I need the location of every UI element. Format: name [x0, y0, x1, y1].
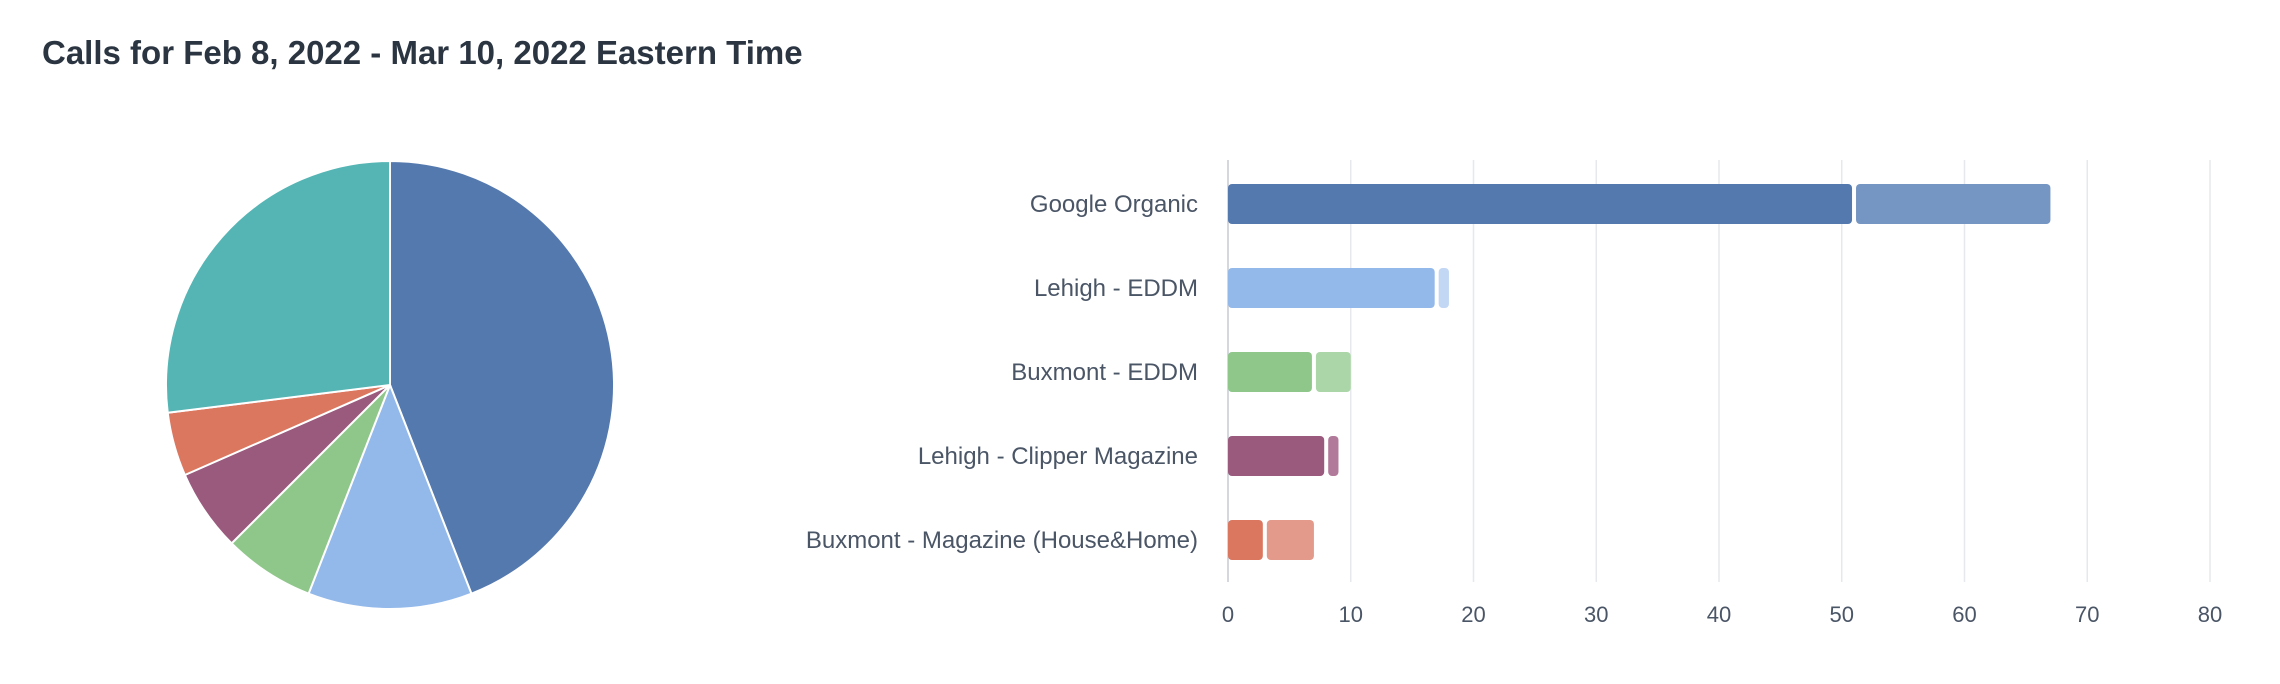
bar-segment[interactable]: [1266, 520, 1314, 560]
category-label: Buxmont - EDDM: [1011, 359, 1198, 386]
category-label: Lehigh - EDDM: [1034, 275, 1198, 302]
page-title: Calls for Feb 8, 2022 - Mar 10, 2022 Eas…: [42, 34, 803, 71]
bar-segment[interactable]: [1438, 268, 1449, 308]
x-tick-label: 10: [1339, 602, 1363, 627]
x-tick-label: 0: [1222, 602, 1234, 627]
bar-segment[interactable]: [1228, 520, 1263, 560]
category-label: Google Organic: [1030, 191, 1198, 218]
bar-segment[interactable]: [1228, 436, 1325, 476]
x-tick-label: 70: [2075, 602, 2099, 627]
pie-slice[interactable]: [165, 159, 391, 414]
x-tick-label: 80: [2198, 602, 2222, 627]
pie-chart: [165, 159, 615, 611]
x-tick-label: 20: [1461, 602, 1485, 627]
bar-segment[interactable]: [1228, 184, 1853, 224]
category-label: Buxmont - Magazine (House&Home): [806, 527, 1198, 554]
category-label: Lehigh - Clipper Magazine: [918, 443, 1198, 470]
pie-slice[interactable]: [389, 159, 615, 595]
pie-slice[interactable]: [307, 382, 473, 611]
bar-segment[interactable]: [1315, 352, 1351, 392]
x-tick-label: 40: [1707, 602, 1731, 627]
x-tick-label: 30: [1584, 602, 1608, 627]
bar-segment[interactable]: [1328, 436, 1339, 476]
x-tick-label: 60: [1952, 602, 1976, 627]
x-tick-label: 50: [1830, 602, 1854, 627]
bar-segment[interactable]: [1856, 184, 2051, 224]
bar-segment[interactable]: [1228, 268, 1435, 308]
bar-segment[interactable]: [1228, 352, 1312, 392]
